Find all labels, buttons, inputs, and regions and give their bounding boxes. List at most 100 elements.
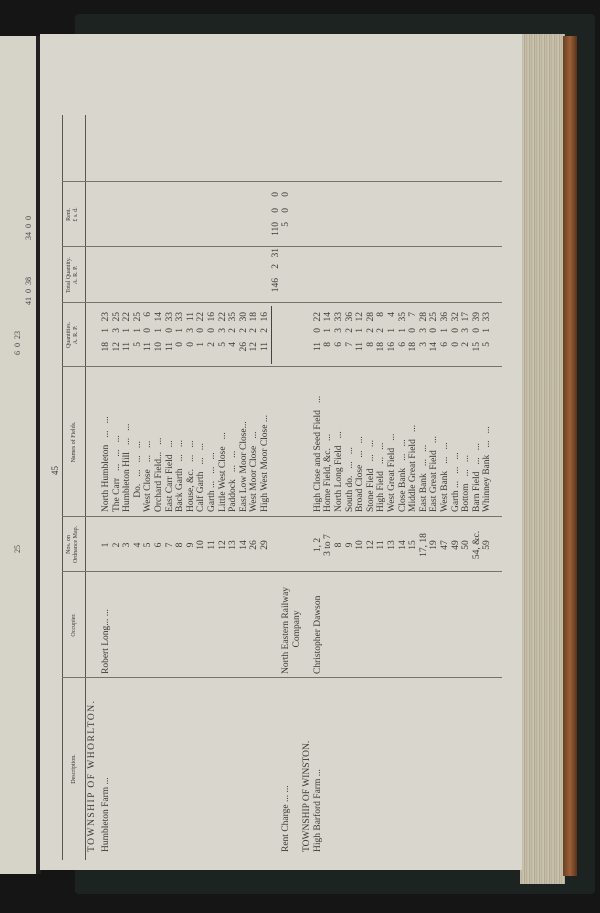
quantity: 1 0 22: [196, 306, 207, 364]
field-name: Stone Field ... ...: [365, 439, 376, 512]
quantity: 5 1 33: [482, 306, 493, 364]
ordnance-number: 1: [101, 542, 111, 548]
quantity-part: 36: [344, 312, 355, 322]
occupier: Robert Long... ...: [101, 609, 111, 674]
quantity: 8 2 28: [366, 306, 377, 364]
quantity: 6 1 35: [398, 306, 409, 364]
quantity-part: 0: [429, 328, 440, 333]
quantity-part: 6: [334, 342, 345, 347]
quantity-part: 7: [408, 312, 419, 317]
quantity-part: 11: [185, 312, 196, 322]
field-name: Middle Great Field ...: [408, 424, 419, 512]
quantity-part: 3: [418, 342, 429, 347]
quantity-part: 1: [323, 328, 334, 333]
table-row: 14 East Low Moor Close... 26 2 30: [239, 115, 250, 860]
field-name: House, &c. ... ...: [185, 440, 196, 512]
quantity-part: 0: [185, 342, 196, 347]
quantity-part: 22: [312, 312, 323, 322]
quantity-part: 39: [471, 312, 482, 322]
quantity-part: 28: [365, 312, 376, 322]
quantity: 5 1 25: [133, 306, 144, 364]
quantity-part: 12: [249, 342, 260, 352]
quantity-part: 4: [228, 342, 239, 347]
field-name: Home Field, &c. ...: [323, 433, 334, 512]
header-rent: Rent. £ s. d.: [66, 182, 79, 247]
ordnance-number: 26: [249, 540, 260, 550]
table-row: 10 Calf Garth ... ... 1022: [196, 115, 207, 860]
rent-charge-row: Rent Charge ... ... North Eastern Railwa…: [281, 115, 292, 860]
field-name: Do. ... ... ...: [132, 441, 143, 512]
ordnance-number: 4: [132, 542, 143, 548]
occupier: Christopher Dawson: [312, 595, 323, 674]
quantity-part: 30: [238, 312, 249, 322]
quantity-part: 3: [418, 328, 429, 333]
table-row: 14 Close Bank ... ... 6 1 35: [398, 115, 409, 860]
quantity-part: 3: [111, 328, 122, 333]
quantity-part: 22: [217, 312, 228, 322]
page-edges: [520, 34, 565, 884]
quantity-part: 0: [164, 328, 175, 333]
table-row: 12 Stone Field ... ... 8 2 28: [366, 115, 377, 860]
table-row: 26 West Moor Close ... 12 2 18: [249, 115, 260, 860]
quantity-part: 2: [206, 342, 217, 347]
header-quantities: Quantities. A. R. P.: [66, 303, 79, 367]
ordnance-number: 9: [344, 542, 355, 548]
quantity-part: 17: [461, 312, 472, 322]
header-total-units: A. R. P.: [72, 265, 79, 285]
field-name: High Close and Seed Field ...: [312, 395, 323, 512]
quantity-part: 12: [355, 312, 366, 322]
field-name: East Carr Field ...: [164, 440, 175, 512]
quantity-part: 11: [122, 342, 133, 352]
quantity-part: 5: [132, 342, 143, 347]
table-row: 9 South do. ... ... 7 2 36: [345, 115, 356, 860]
quantity-part: 4: [387, 312, 398, 317]
field-name: Calf Garth ... ...: [196, 443, 207, 512]
right-page: [40, 34, 522, 870]
table-row: 15 Middle Great Field ... 1807: [408, 115, 419, 860]
quantity-part: 5: [217, 342, 228, 347]
quantity-part: 11: [164, 342, 175, 352]
header-bottom-rule: [85, 115, 86, 860]
ordnance-number: 29: [259, 540, 270, 550]
township-whorlton-heading: TOWNSHIP OF WHORLTON.: [87, 115, 101, 860]
quantity-part: 14: [153, 312, 164, 322]
table-row: 2 The Carr ... ... ... 12 3 25: [112, 115, 123, 860]
field-name: Bottom ... ...: [461, 454, 472, 512]
quantity: 6333: [334, 306, 345, 364]
ordnance-number: 13: [228, 540, 239, 550]
field-name: Broad Close ... ...: [355, 436, 366, 512]
ordnance-number: 8: [334, 542, 345, 548]
table-row: 8 North Long Field ... 6333: [334, 115, 345, 860]
table-row: 13 West Great Field ... 1614: [387, 115, 398, 860]
quantity-part: 1: [196, 342, 207, 347]
quantity-part: 33: [175, 312, 186, 322]
quantity: 26 2 30: [239, 306, 250, 364]
table-row: 49 Garth ... ... ... 0 0 32: [451, 115, 462, 860]
quantity-part: 15: [471, 342, 482, 352]
table-row: 6 Orchard Field... ... 10 1 14: [154, 115, 165, 860]
field-name: Back Garth ... ...: [175, 439, 186, 512]
quantity-part: 33: [334, 312, 345, 322]
field-name: West Close ... ...: [143, 440, 154, 512]
ordnance-number: 11: [376, 540, 387, 550]
quantity-part: 0: [196, 328, 207, 333]
quantity-part: 3: [217, 328, 228, 333]
quantity: 11 0 33: [165, 306, 176, 364]
quantity: 7 2 36: [345, 306, 356, 364]
field-name: East Low Moor Close...: [238, 421, 249, 512]
header-names: Names of Fields.: [71, 421, 77, 463]
table-row: 54, &c. Barn Field ... ... 15 0 39: [472, 115, 483, 860]
quantity: 18 1 23: [101, 306, 112, 364]
quantity-part: 1: [440, 328, 450, 333]
ordnance-number: 15: [408, 540, 419, 550]
quantity-part: 11: [355, 342, 366, 352]
table-row: 50 Bottom ... ... 2 3 17: [461, 115, 472, 860]
quantity: 0 1 33: [175, 306, 186, 364]
total-quantity: 146231: [270, 248, 281, 293]
header-ordnance: Nos. on Ordnance Map.: [66, 517, 79, 572]
field-name: Barn Field ... ...: [471, 443, 482, 512]
quantity-part: 3: [334, 328, 345, 333]
quantity: 2 3 17: [461, 306, 472, 364]
field-name: East Bank ... ...: [418, 444, 429, 512]
ordnance-number: 2: [111, 542, 122, 548]
